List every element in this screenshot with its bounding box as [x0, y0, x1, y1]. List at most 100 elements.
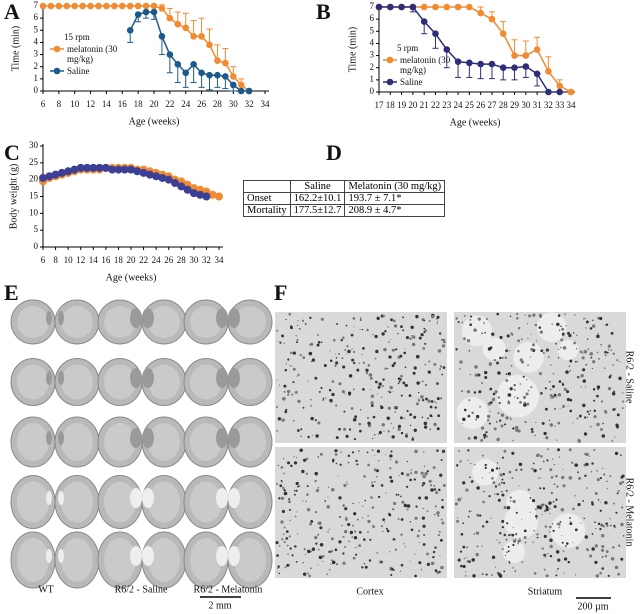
stain-dot	[558, 380, 562, 383]
stain-dot	[402, 381, 406, 385]
stain-dot	[307, 549, 311, 554]
stain-dot	[508, 560, 510, 563]
stain-dot	[404, 383, 408, 387]
stain-dot	[603, 473, 606, 476]
stain-dot	[507, 401, 511, 405]
stain-dot	[483, 322, 485, 324]
stain-dot	[319, 452, 323, 456]
stain-dot	[406, 504, 411, 508]
stain-dot	[602, 422, 604, 425]
stain-dot	[583, 349, 588, 354]
stain-dot	[411, 335, 413, 337]
stain-dot	[541, 547, 544, 550]
stain-dot	[353, 438, 357, 441]
stain-dot	[436, 570, 440, 575]
stain-dot	[482, 500, 485, 504]
stain-dot	[505, 489, 508, 492]
stain-dot	[542, 460, 545, 463]
ventricle	[216, 308, 228, 328]
stain-dot	[488, 495, 491, 498]
stain-dot	[300, 428, 303, 431]
stain-dot	[594, 492, 598, 495]
stain-dot	[515, 468, 518, 472]
stain-dot	[390, 339, 392, 341]
x-tick-label: 28	[177, 255, 187, 265]
stain-dot	[367, 515, 370, 517]
data-point	[47, 2, 55, 10]
stain-dot	[403, 417, 405, 419]
stain-dot	[293, 493, 296, 496]
stain-dot	[436, 427, 440, 431]
stain-dot	[314, 536, 318, 540]
stain-dot	[297, 399, 301, 404]
stain-dot	[589, 352, 594, 356]
stain-dot	[549, 468, 553, 472]
stain-dot	[347, 522, 351, 527]
micrographs	[275, 312, 626, 578]
stain-dot	[522, 375, 525, 378]
x-tick-label: 8	[53, 255, 58, 265]
stain-dot	[523, 536, 527, 539]
stain-dot	[580, 522, 582, 524]
stain-dot	[387, 367, 389, 370]
stain-dot	[558, 329, 561, 331]
stain-dot	[586, 338, 589, 340]
stain-dot	[622, 407, 624, 409]
stain-dot	[329, 350, 331, 352]
stain-dot	[518, 539, 521, 543]
stain-dot	[486, 318, 488, 320]
stain-dot	[277, 417, 282, 421]
stain-dot	[307, 572, 309, 575]
x-tick-label: 12	[76, 255, 85, 265]
stain-dot	[277, 464, 279, 467]
stain-dot	[519, 383, 521, 385]
x-tick-label: 29	[510, 100, 520, 110]
stain-dot	[565, 370, 569, 374]
stain-dot	[363, 538, 366, 541]
stain-dot	[283, 472, 286, 475]
stain-dot	[282, 397, 286, 401]
stain-dot	[391, 435, 395, 439]
stain-dot	[574, 528, 578, 532]
stain-dot	[322, 398, 325, 401]
x-tick-label: 12	[86, 99, 95, 109]
data-point	[134, 11, 142, 18]
stain-dot	[391, 364, 395, 368]
stain-dot	[496, 421, 498, 423]
column-label: Cortex	[356, 586, 383, 597]
x-tick-label: 16	[101, 255, 111, 265]
stain-dot	[600, 400, 604, 403]
ventricle	[130, 546, 142, 566]
y-tick-label: 7	[34, 0, 39, 10]
data-point	[488, 15, 496, 23]
stain-dot	[295, 511, 297, 513]
y-tick-label: 5	[34, 224, 39, 234]
stain-dot	[512, 539, 517, 543]
stain-dot	[461, 390, 464, 393]
stain-dot	[322, 560, 324, 562]
stain-dot	[377, 433, 380, 435]
stain-dot	[420, 333, 424, 337]
stain-dot	[433, 485, 436, 487]
stain-dot	[600, 524, 603, 527]
stain-dot	[553, 505, 557, 509]
stain-dot	[414, 449, 418, 454]
stain-dot	[514, 389, 516, 391]
stain-dot	[335, 404, 338, 407]
cortex-band	[234, 364, 266, 400]
stain-dot	[552, 529, 555, 532]
stain-dot	[311, 434, 314, 437]
data-point	[477, 9, 484, 17]
stain-dot	[561, 327, 565, 331]
data-point	[57, 168, 66, 177]
stain-dot	[399, 354, 403, 358]
stain-dot	[400, 518, 404, 521]
stain-dot	[436, 449, 439, 453]
data-point	[533, 70, 541, 78]
stain-dot	[606, 351, 609, 354]
stain-dot	[287, 500, 291, 504]
stain-dot	[402, 316, 405, 319]
stain-dot	[355, 546, 357, 549]
legend-marker	[50, 67, 64, 75]
data-point	[89, 163, 98, 172]
